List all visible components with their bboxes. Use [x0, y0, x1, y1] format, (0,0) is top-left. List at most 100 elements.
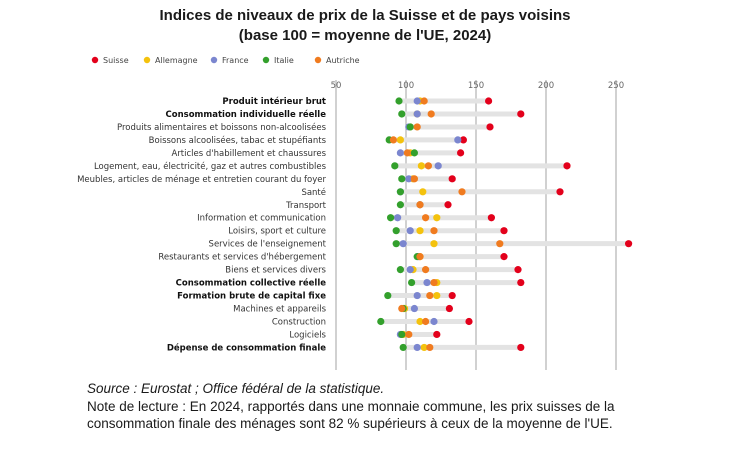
dot-france [394, 214, 402, 222]
dot-italie [377, 317, 385, 326]
dot-allemagne [417, 162, 425, 170]
dot-suisse [487, 214, 495, 222]
category-label: Dépense de consommation finale [167, 342, 326, 353]
dot-italie [398, 110, 406, 118]
category-label: Services de l'enseignement [209, 240, 327, 250]
x-tick-label-100: 100 [398, 81, 414, 91]
category-label: Construction [272, 317, 326, 327]
dot-france [405, 175, 413, 183]
chart-row: Transport [285, 201, 452, 211]
dot-autriche [496, 240, 504, 248]
dot-italie [398, 330, 406, 339]
dot-italie [408, 278, 416, 287]
chart-row: Meubles, articles de ménage et entretien… [77, 174, 456, 185]
dot-italie [392, 240, 400, 248]
category-label: Biens et services divers [225, 266, 326, 276]
dot-autriche [430, 227, 438, 235]
legend-marker-suisse [91, 56, 99, 64]
chart-gridlines [335, 80, 617, 370]
chart-row: Consommation individuelle réelle [166, 109, 525, 120]
x-tick-label-150: 150 [468, 81, 484, 91]
dot-suisse [517, 343, 525, 352]
dot-suisse [517, 110, 525, 118]
dot-autriche [430, 278, 438, 287]
legend-label-italie: Italie [274, 56, 294, 65]
chart-row: Boissons alcoolisées, tabac et stupéfian… [149, 135, 467, 146]
dot-france [413, 343, 421, 352]
category-label: Logement, eau, électricité, gaz et autre… [94, 161, 327, 172]
category-label: Logiciels [289, 330, 326, 340]
chart-row: Restaurants et services d'hébergement [158, 252, 508, 263]
dot-autriche [424, 162, 432, 170]
category-label: Articles d'habillement et chaussures [172, 149, 327, 159]
dot-autriche [426, 343, 434, 352]
chart-row: Produit intérieur brut [222, 96, 493, 107]
chart-title-line-1: Indices de niveaux de prix de la Suisse … [159, 7, 571, 24]
dot-autriche [427, 110, 435, 118]
chart-row: Santé [301, 187, 564, 198]
category-label: Santé [301, 187, 326, 198]
dot-france [430, 317, 438, 326]
dot-allemagne [433, 291, 441, 300]
dot-autriche [422, 317, 430, 326]
dot-suisse [445, 304, 453, 313]
dot-suisse [486, 123, 494, 131]
dot-france [413, 97, 421, 105]
chart-rows: Produit intérieur brut Consommation indiv… [77, 96, 633, 353]
dot-autriche [420, 97, 428, 105]
dot-autriche [422, 266, 430, 274]
legend-label-france: France [222, 56, 249, 65]
category-label: Transport [285, 201, 327, 211]
chart-row: Information et communication [197, 214, 495, 224]
dot-autriche [458, 188, 466, 196]
dot-france [413, 110, 421, 118]
dot-italie [399, 343, 407, 352]
chart-row: Construction [272, 317, 473, 327]
dot-italie [396, 266, 404, 274]
category-label: Restaurants et services d'hébergement [158, 252, 326, 263]
chart-row: Articles d'habillement et chaussures [172, 149, 465, 159]
dot-italie [410, 149, 418, 157]
chart-legend: Suisse Allemagne France Italie Autriche [91, 56, 360, 65]
dot-suisse [448, 175, 456, 183]
source-text: Source : Eurostat ; Office fédéral de la… [87, 381, 385, 396]
dot-france [406, 266, 414, 274]
chart-row: Services de l'enseignement [209, 240, 633, 250]
dot-suisse [556, 188, 564, 196]
dot-suisse [457, 149, 465, 157]
dot-france [423, 278, 431, 287]
x-tick-label-200: 200 [538, 81, 554, 91]
dot-suisse [625, 240, 633, 248]
dot-italie [395, 97, 403, 105]
chart-row: Logiciels [289, 330, 441, 340]
category-label: Consommation collective réelle [176, 278, 327, 289]
category-label: Boissons alcoolisées, tabac et stupéfian… [149, 135, 327, 146]
dot-suisse [563, 162, 571, 170]
dot-autriche [413, 123, 421, 131]
dot-allemagne [416, 317, 424, 326]
chart-title-line-2: (base 100 = moyenne de l'UE, 2024) [238, 27, 492, 44]
dot-italie [396, 188, 404, 196]
dot-france [410, 304, 418, 313]
dot-autriche [426, 291, 434, 300]
dot-france [406, 227, 414, 235]
dot-suisse [485, 97, 493, 105]
legend-label-autriche: Autriche [326, 56, 360, 65]
category-label: Produit intérieur brut [222, 96, 326, 107]
dot-suisse [500, 227, 508, 235]
chart-row: Dépense de consommation finale [167, 342, 525, 353]
dot-france [434, 162, 442, 170]
x-axis-ticks: 50 100 150 200 250 [331, 81, 625, 91]
dot-italie [398, 175, 406, 183]
legend-label-allemagne: Allemagne [155, 56, 198, 65]
dot-italie [396, 201, 404, 209]
reading-note: Note de lecture : En 2024, rapportés dan… [87, 399, 615, 431]
chart-row: Biens et services divers [225, 266, 522, 276]
dot-autriche [398, 304, 406, 313]
dot-suisse [465, 317, 473, 326]
chart-row: Machines et appareils [233, 305, 453, 315]
dot-allemagne [420, 343, 428, 352]
chart-row: Logement, eau, électricité, gaz et autre… [94, 161, 571, 172]
dot-france [399, 240, 407, 248]
x-tick-label-50: 50 [331, 81, 342, 91]
